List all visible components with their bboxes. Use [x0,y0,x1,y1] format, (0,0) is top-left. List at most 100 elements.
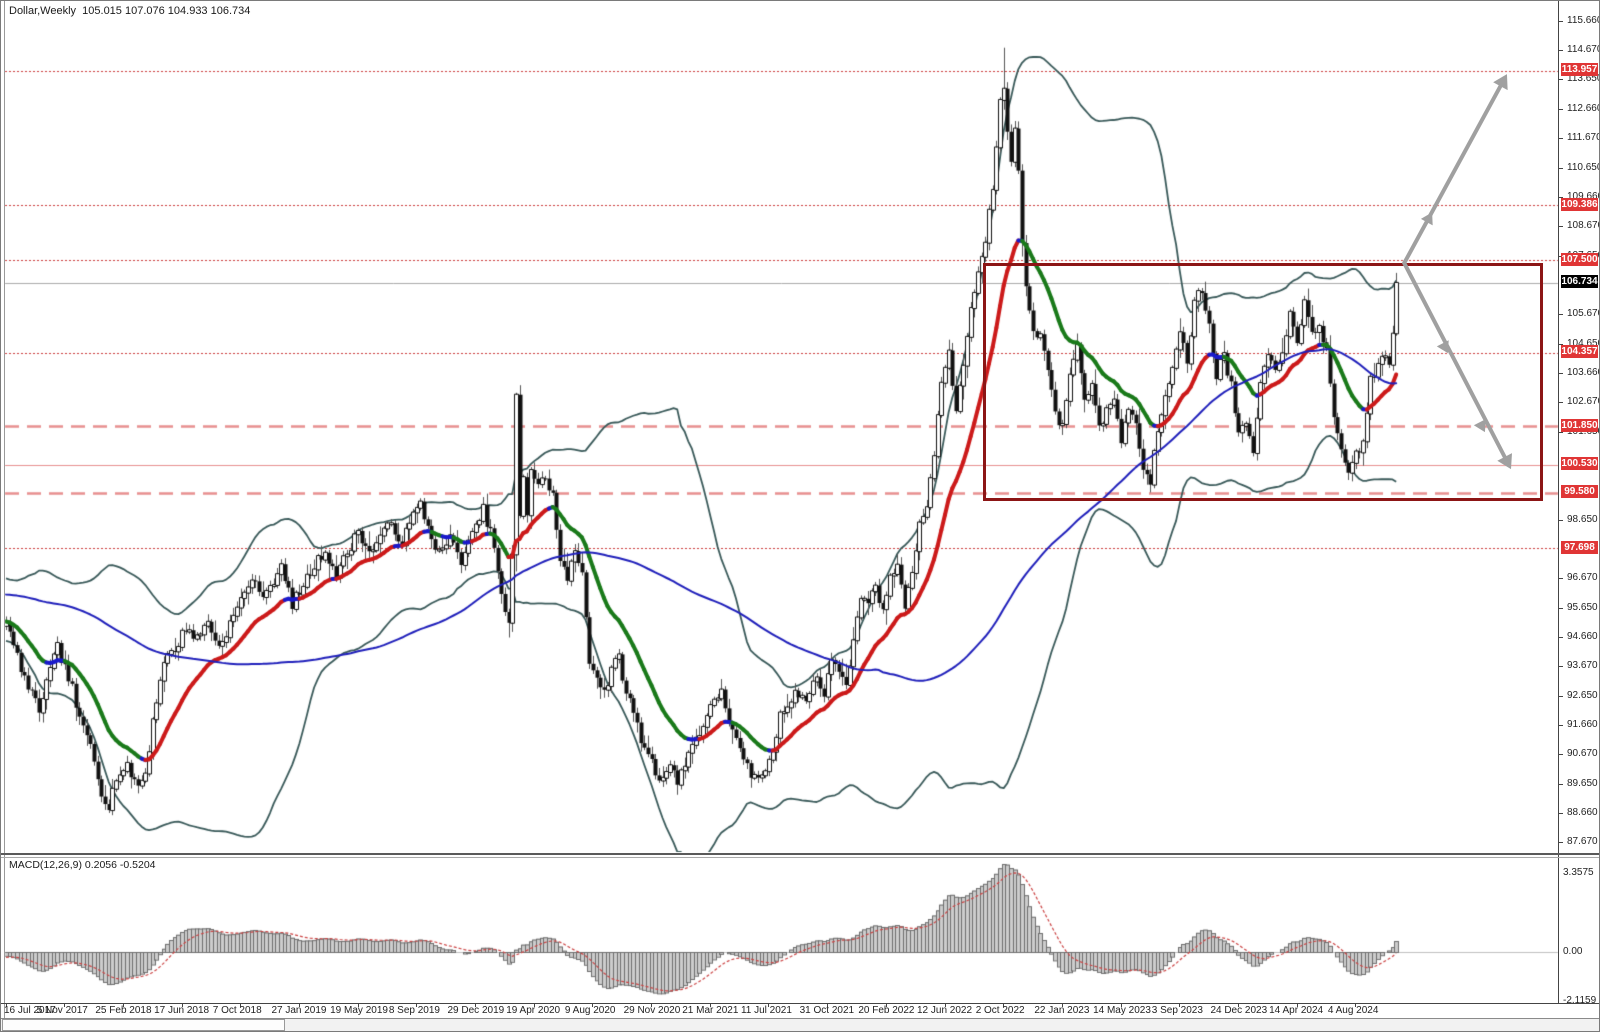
price-tick-mark [1559,197,1563,198]
time-tick-mark [1355,1003,1356,1007]
price-tick-mark [1559,373,1563,374]
time-tick-mark [182,1003,183,1007]
price-tick-label: 98.650 [1567,514,1598,525]
level-line-97.698[interactable] [5,546,1558,551]
price-tag: 99.580 [1561,485,1598,498]
time-tick-mark [886,1003,887,1007]
time-tick-label: 20 Feb 2022 [858,1005,915,1016]
time-tick-mark [592,1003,593,1007]
time-tick-label: 7 Oct 2018 [212,1005,262,1016]
time-tick-mark [123,1003,124,1007]
time-tick-mark [475,1003,476,1007]
time-tick-mark [1179,1003,1180,1007]
level-line-99.580[interactable] [5,490,1558,495]
price-tag: 100.530 [1561,457,1598,470]
time-axis-line [1,1003,1599,1004]
price-tick-mark [1559,226,1563,227]
level-line-113.957[interactable] [5,68,1558,73]
price-tick-label: 105.670 [1567,308,1600,319]
price-tick-label: 95.650 [1567,602,1598,613]
time-tick-label: 14 May 2023 [1093,1005,1151,1016]
price-tick-label: 91.660 [1567,719,1598,730]
window-left-border [4,1,5,1031]
time-tick-mark [1297,1003,1298,1007]
macd-indicator-label: MACD(12,26,9) 0.2056 -0.5204 [9,859,156,871]
price-tick-mark [1559,842,1563,843]
time-tick-label: 17 Jun 2018 [154,1005,210,1016]
time-tick-label: 12 Jun 2022 [917,1005,973,1016]
time-tick-mark [1238,1003,1239,1007]
price-tick-label: 109.660 [1567,191,1600,202]
time-tick-label: 5 Nov 2017 [36,1005,88,1016]
price-tick-label: 92.650 [1567,690,1598,701]
price-tick-label: 103.660 [1567,367,1600,378]
price-tick-label: 111.670 [1567,132,1600,143]
time-tick-mark [240,1003,241,1007]
scrollbar-thumb[interactable] [2,1019,285,1031]
panel-separator[interactable] [1,853,1599,855]
time-tick-label: 25 Feb 2018 [95,1005,152,1016]
time-tick-mark [1003,1003,1004,1007]
price-tick-label: 88.660 [1567,807,1598,818]
time-tick-mark [6,1003,7,1007]
price-tick-label: 102.670 [1567,396,1600,407]
level-line-104.357[interactable] [5,350,1558,355]
price-tick-mark [1559,402,1563,403]
time-tick-label: 21 Mar 2021 [682,1005,739,1016]
time-tick-mark [1062,1003,1063,1007]
price-tick-label: 104.650 [1567,338,1600,349]
price-tick-label: 93.670 [1567,660,1598,671]
price-tick-mark [1559,666,1563,667]
price-tick-label: 89.650 [1567,778,1598,789]
time-tick-mark [64,1003,65,1007]
price-tick-mark [1559,725,1563,726]
panel-separator-highlight [1,857,1599,858]
price-tick-mark [1559,520,1563,521]
price-tick-mark [1559,109,1563,110]
price-tick-label: 108.670 [1567,220,1600,231]
time-tick-label: 24 Dec 2023 [1210,1005,1268,1016]
time-tick-label: 31 Oct 2021 [799,1005,855,1016]
bearish-scenario-arrow[interactable] [1402,261,1512,470]
time-tick-label: 2 Oct 2022 [975,1005,1025,1016]
price-tick-label: 87.670 [1567,836,1598,847]
price-tick-mark [1559,168,1563,169]
level-line-101.850[interactable] [5,424,1558,429]
time-tick-label: 29 Nov 2020 [623,1005,681,1016]
time-tick-mark [710,1003,711,1007]
price-tick-label: 112.660 [1567,103,1600,114]
level-line-100.530[interactable] [5,462,1558,467]
price-tick-mark [1559,344,1563,345]
time-tick-label: 11 Jul 2021 [740,1005,792,1016]
time-tick-mark [651,1003,652,1007]
price-tag: 109.386 [1561,198,1598,211]
time-tick-mark [945,1003,946,1007]
time-tick-label: 19 Apr 2020 [506,1005,561,1016]
level-line-109.386[interactable] [5,203,1558,208]
price-tick-mark [1559,608,1563,609]
time-tick-label: 22 Jan 2023 [1034,1005,1090,1016]
time-tick-label: 29 Dec 2019 [447,1005,505,1016]
level-line-106.734[interactable] [5,280,1558,285]
price-tick-mark [1559,637,1563,638]
bullish-scenario-arrow[interactable] [1402,74,1508,266]
price-tag: 106.734 [1561,275,1598,288]
price-tick-label: 94.660 [1567,631,1598,642]
time-tick-label: 14 Apr 2024 [1269,1005,1324,1016]
time-tick-mark [768,1003,769,1007]
price-tag: 107.500 [1561,253,1598,266]
price-tick-label: 90.670 [1567,748,1598,759]
time-tick-mark [534,1003,535,1007]
price-tick-mark [1559,138,1563,139]
price-tick-label: 115.660 [1567,15,1600,26]
consolidation-rectangle[interactable] [983,263,1543,501]
horizontal-scrollbar[interactable] [1,1018,1599,1031]
macd-axis-label: 0.00 [1563,946,1583,957]
price-tick-mark [1559,314,1563,315]
price-axis-line [1558,1,1559,1004]
time-tick-mark [358,1003,359,1007]
level-line-107.500[interactable] [5,258,1558,263]
